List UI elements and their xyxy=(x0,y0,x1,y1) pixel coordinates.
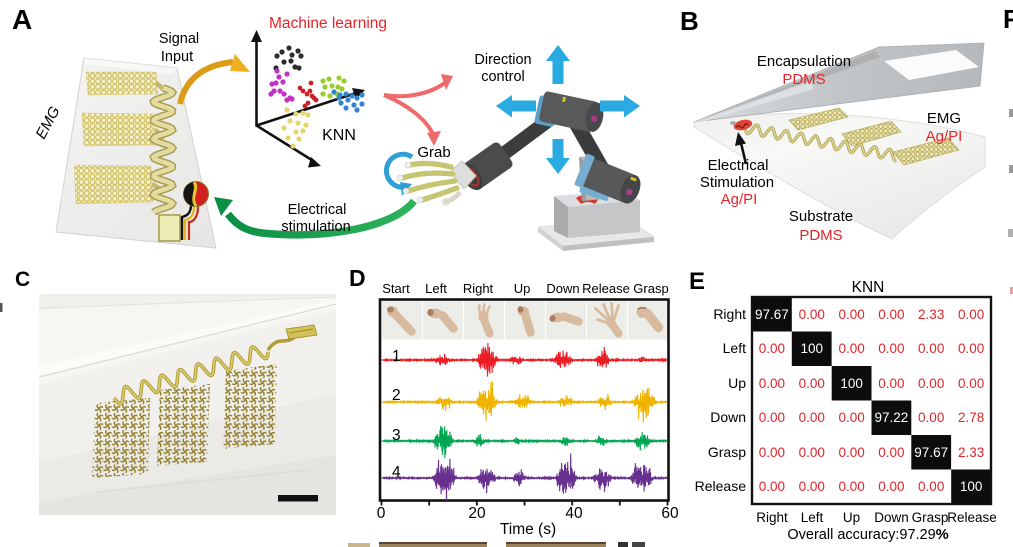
svg-text:Input: Input xyxy=(161,49,193,65)
svg-text:0.00: 0.00 xyxy=(838,341,864,356)
svg-text:D: D xyxy=(349,265,366,291)
svg-text:Up: Up xyxy=(843,510,860,525)
svg-text:2.33: 2.33 xyxy=(958,445,984,460)
svg-text:Release: Release xyxy=(582,281,630,296)
svg-text:0.00: 0.00 xyxy=(799,376,825,391)
svg-text:C: C xyxy=(15,268,30,291)
svg-text:Grab: Grab xyxy=(417,144,450,161)
svg-text:Right: Right xyxy=(756,510,788,525)
svg-text:Ag/PI: Ag/PI xyxy=(721,191,758,208)
svg-text:F: F xyxy=(1003,4,1013,34)
svg-text:0.00: 0.00 xyxy=(799,445,825,460)
svg-text:97.22: 97.22 xyxy=(875,410,909,425)
svg-text:0.00: 0.00 xyxy=(878,479,904,494)
svg-text:0.00: 0.00 xyxy=(759,445,785,460)
svg-text:Down: Down xyxy=(874,510,909,525)
svg-text:0.00: 0.00 xyxy=(759,410,785,425)
svg-text:2: 2 xyxy=(392,387,401,404)
svg-text:0.00: 0.00 xyxy=(759,341,785,356)
svg-text:4: 4 xyxy=(392,464,401,481)
svg-text:Encapsulation: Encapsulation xyxy=(757,53,851,70)
svg-text:3: 3 xyxy=(392,427,401,444)
svg-text:100: 100 xyxy=(801,341,824,356)
svg-text:EMG: EMG xyxy=(927,110,961,127)
svg-text:Stimulation: Stimulation xyxy=(700,174,774,191)
svg-text:Grasp: Grasp xyxy=(708,444,746,460)
svg-text:0.00: 0.00 xyxy=(838,445,864,460)
svg-text:100: 100 xyxy=(960,479,983,494)
svg-text:0.00: 0.00 xyxy=(838,479,864,494)
svg-text:Release: Release xyxy=(695,478,747,494)
svg-text:Direction: Direction xyxy=(474,52,531,68)
svg-text:Time (s): Time (s) xyxy=(500,521,556,538)
svg-text:Grasp: Grasp xyxy=(633,281,668,296)
svg-text:1: 1 xyxy=(392,348,401,365)
svg-text:PDMS: PDMS xyxy=(799,227,842,244)
svg-text:Down: Down xyxy=(710,409,746,425)
svg-text:Grasp: Grasp xyxy=(912,510,949,525)
svg-text:E: E xyxy=(689,268,705,295)
svg-text:0.00: 0.00 xyxy=(759,376,785,391)
svg-text:0.00: 0.00 xyxy=(918,376,944,391)
svg-text:Start: Start xyxy=(382,281,410,296)
svg-text:0: 0 xyxy=(377,505,386,522)
svg-text:Overall accuracy:97.29%: Overall accuracy:97.29% xyxy=(787,527,948,543)
svg-text:B: B xyxy=(680,6,699,36)
svg-text:97.67: 97.67 xyxy=(914,445,948,460)
svg-text:Electrical: Electrical xyxy=(288,202,347,218)
svg-text:100: 100 xyxy=(840,376,863,391)
svg-text:PDMS: PDMS xyxy=(782,71,825,88)
svg-text:A: A xyxy=(12,4,32,35)
svg-text:Down: Down xyxy=(546,281,579,296)
svg-text:Machine learning: Machine learning xyxy=(269,15,387,32)
svg-text:2.33: 2.33 xyxy=(918,307,944,322)
svg-text:Electrical: Electrical xyxy=(708,157,769,174)
svg-text:0.00: 0.00 xyxy=(799,479,825,494)
svg-text:0.00: 0.00 xyxy=(918,479,944,494)
svg-text:0.00: 0.00 xyxy=(838,410,864,425)
svg-text:0.00: 0.00 xyxy=(958,307,984,322)
svg-text:0.00: 0.00 xyxy=(759,479,785,494)
svg-text:control: control xyxy=(481,69,525,85)
svg-text:60: 60 xyxy=(661,505,679,522)
svg-text:KNN: KNN xyxy=(322,127,356,144)
svg-text:0.00: 0.00 xyxy=(958,341,984,356)
svg-text:Left: Left xyxy=(425,281,447,296)
svg-text:0.00: 0.00 xyxy=(958,376,984,391)
svg-text:0.00: 0.00 xyxy=(878,307,904,322)
svg-text:0.00: 0.00 xyxy=(918,341,944,356)
svg-text:Up: Up xyxy=(514,281,531,296)
svg-text:Ag/PI: Ag/PI xyxy=(926,128,963,145)
svg-text:KNN: KNN xyxy=(852,279,885,296)
svg-text:0.00: 0.00 xyxy=(878,341,904,356)
svg-text:Up: Up xyxy=(728,375,746,391)
svg-text:0.00: 0.00 xyxy=(799,307,825,322)
svg-text:0.00: 0.00 xyxy=(878,376,904,391)
svg-text:Right: Right xyxy=(713,306,746,322)
svg-text:Right: Right xyxy=(463,281,494,296)
svg-text:40: 40 xyxy=(565,505,583,522)
svg-text:97.67: 97.67 xyxy=(755,307,789,322)
svg-text:stimulation: stimulation xyxy=(281,219,350,235)
svg-text:Left: Left xyxy=(801,510,824,525)
svg-text:0.00: 0.00 xyxy=(878,445,904,460)
svg-text:Substrate: Substrate xyxy=(789,208,853,225)
svg-text:Release: Release xyxy=(947,510,997,525)
svg-text:Signal: Signal xyxy=(159,31,199,47)
svg-text:2.78: 2.78 xyxy=(958,410,984,425)
svg-text:Left: Left xyxy=(723,340,746,356)
svg-text:0.00: 0.00 xyxy=(799,410,825,425)
svg-text:20: 20 xyxy=(468,505,486,522)
svg-text:0.00: 0.00 xyxy=(838,307,864,322)
svg-text:0.00: 0.00 xyxy=(918,410,944,425)
